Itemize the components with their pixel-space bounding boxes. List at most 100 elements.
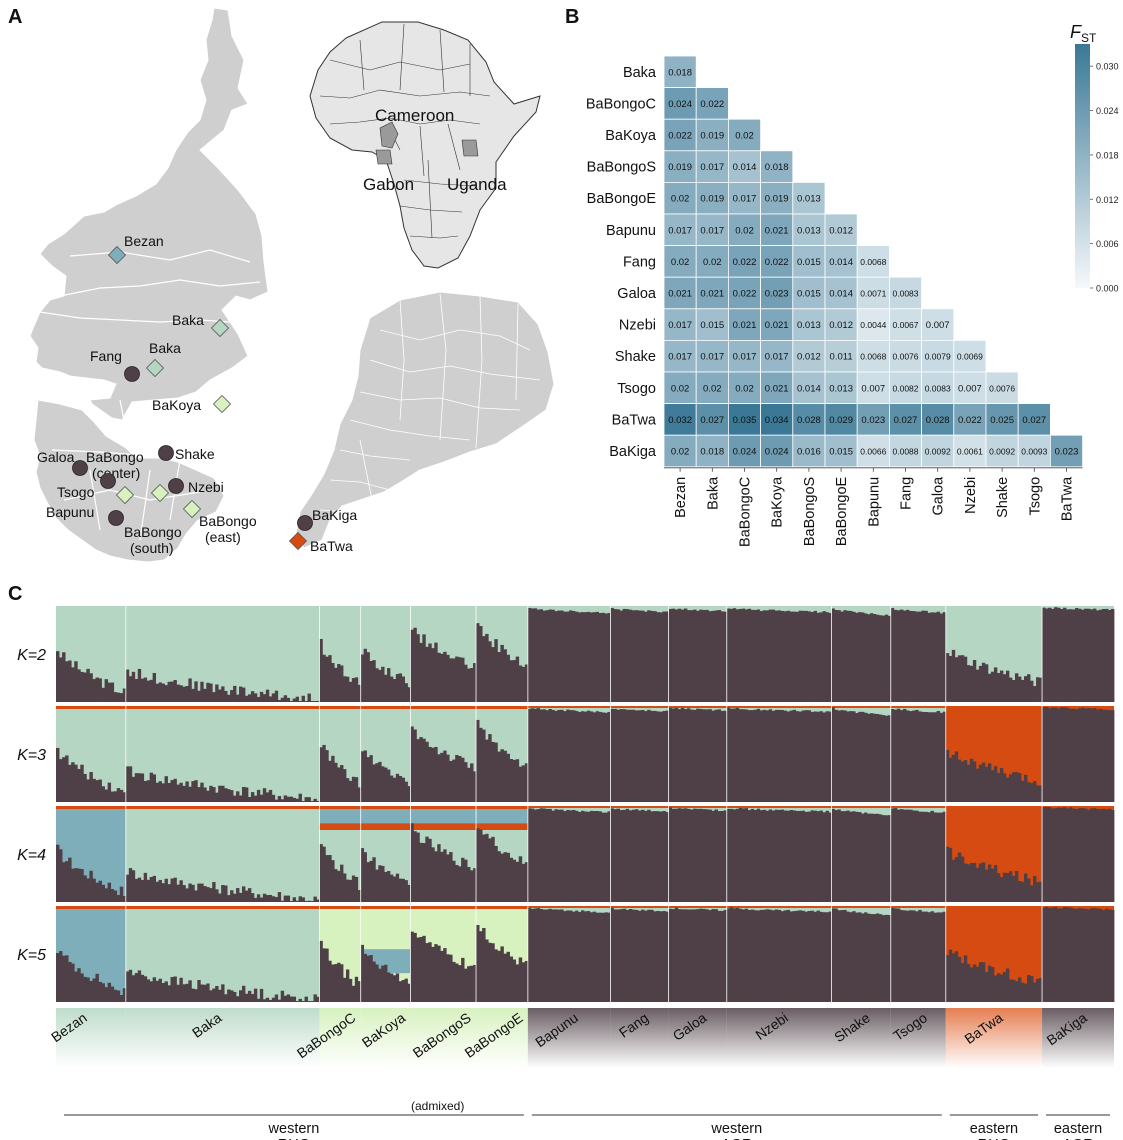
admixture-bar — [644, 810, 648, 902]
admixture-bar — [1099, 609, 1103, 702]
admixture-bar — [271, 896, 276, 902]
admixture-bar — [398, 776, 403, 802]
site-shake-label: Shake — [175, 446, 215, 462]
admixture-bar — [1108, 710, 1112, 802]
admixture-bar — [683, 709, 688, 802]
fst-cell — [663, 150, 697, 183]
colorbar-tick-label: 0.000 — [1096, 284, 1119, 294]
admixture-bar — [896, 610, 901, 702]
admixture-bar — [899, 809, 904, 902]
admixture-bar — [840, 611, 844, 702]
admixture-bar — [200, 984, 204, 1002]
admixture-bar — [401, 777, 405, 802]
admixture-bar — [239, 686, 243, 702]
admixture-bar — [1024, 774, 1028, 802]
fst-cell-value: 0.014 — [829, 257, 853, 268]
admixture-bar — [363, 953, 367, 1002]
admixture-bar — [915, 810, 919, 902]
group-label: western — [268, 1121, 320, 1137]
admixture-bar — [954, 951, 959, 1002]
admixture-bar — [906, 910, 910, 1002]
admixture-bar — [125, 766, 130, 802]
admixture-bar — [858, 711, 862, 802]
fst-cell — [856, 339, 890, 373]
admixture-bar — [902, 910, 907, 1002]
admixture-bar-thin — [319, 806, 361, 809]
admixture-bar-thin — [56, 706, 126, 709]
admixture-bar — [671, 608, 676, 702]
admixture-bar — [422, 843, 426, 902]
admixture-bar — [807, 910, 811, 1002]
admixture-bar — [449, 658, 453, 702]
admixture-bar — [322, 654, 326, 702]
admixture-bar — [580, 910, 585, 1002]
admixture-bar — [762, 709, 767, 802]
admixture-bar — [203, 984, 207, 1002]
site-baka-marker — [145, 358, 165, 378]
admixture-bar — [328, 655, 332, 702]
heatmap-col-label: BaBongoS — [802, 477, 818, 546]
admixture-bar — [909, 610, 913, 702]
admixture-bar — [622, 809, 627, 902]
admixture-bar — [960, 962, 965, 1002]
admixture-bar — [509, 857, 514, 902]
admixture-bar — [563, 911, 567, 1002]
admixture-bar — [1033, 686, 1037, 702]
admixture-bar — [357, 890, 362, 902]
admixture-bar — [455, 865, 459, 902]
admixture-bar — [577, 612, 582, 702]
admixture-bar — [1096, 610, 1100, 702]
admixture-bar — [613, 708, 617, 802]
admixture-bar — [708, 910, 712, 1002]
admixture-bar — [410, 931, 414, 1002]
site-bakoya-label: BaKoya — [152, 397, 201, 413]
admixture-bar — [604, 912, 608, 1002]
admixture-bar — [1036, 882, 1040, 902]
admixture-bar — [230, 690, 234, 702]
admixture-bar — [431, 648, 435, 702]
fst-cell-value: 0.014 — [829, 289, 853, 300]
admixture-bar — [834, 610, 838, 702]
admixture-bar — [665, 812, 669, 902]
fst-cell-value: 0.0066 — [860, 447, 886, 457]
population-label-bg — [527, 1008, 611, 1068]
admixture-bar — [771, 710, 776, 802]
admixture-bar — [95, 780, 99, 802]
admixture-bar — [831, 908, 835, 1002]
admixture-bar — [589, 810, 594, 902]
fst-cell — [824, 434, 858, 468]
admixture-bar — [206, 887, 210, 902]
admixture-bar — [577, 711, 582, 802]
admixture-bar — [1011, 772, 1016, 802]
fst-cell-value: 0.034 — [765, 415, 789, 426]
admixture-bar — [392, 777, 397, 802]
admixture-bar — [896, 809, 901, 902]
admixture-bar — [771, 609, 776, 702]
admixture-bar — [179, 782, 183, 802]
admixture-bar — [539, 609, 544, 702]
admixture-bar — [653, 811, 657, 902]
admixture-bar — [182, 686, 186, 702]
admixture-bar — [446, 754, 450, 802]
admixture-bar — [262, 788, 267, 802]
fst-cell-value: 0.015 — [829, 447, 853, 458]
admixture-bar — [1078, 808, 1082, 902]
admixture-bar — [795, 910, 799, 1002]
admixture-bar — [286, 697, 291, 702]
fst-cell-value: 0.019 — [668, 162, 692, 173]
uganda-district-borders — [319, 293, 541, 513]
admixture-bar-thin — [410, 706, 477, 709]
admixture-bar-thin — [56, 906, 126, 909]
admixture-bar — [1014, 673, 1019, 702]
admixture-bar — [768, 609, 773, 702]
admixture-bar — [572, 710, 576, 802]
admixture-bar — [221, 984, 225, 1002]
admixture-bar — [834, 908, 838, 1002]
admixture-bar — [413, 729, 417, 802]
admixture-bar — [1024, 676, 1028, 702]
admixture-bar — [506, 753, 510, 802]
population-label-bg — [319, 1008, 361, 1068]
admixture-bar — [705, 809, 709, 902]
admixture-bar — [182, 785, 186, 802]
admixture-bar — [783, 710, 788, 802]
